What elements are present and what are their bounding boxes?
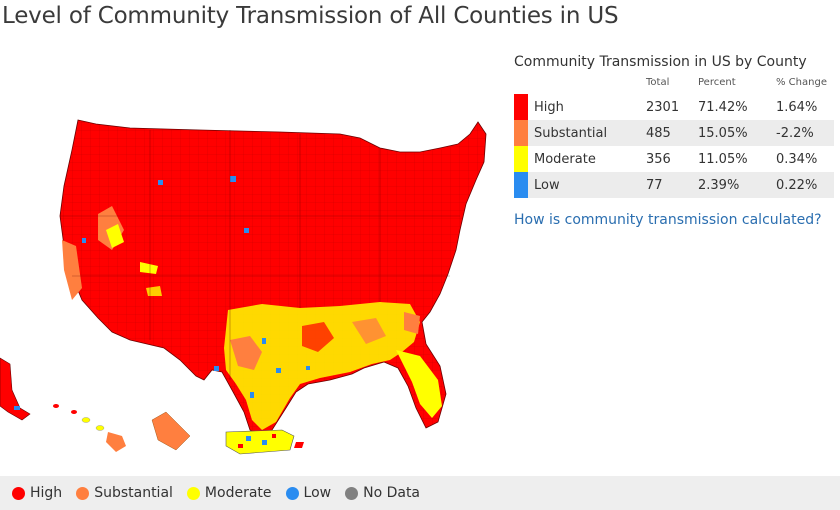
row-percent: 11.05% [698, 151, 748, 167]
legend-item-no-data[interactable]: No Data [345, 485, 420, 501]
table-row-low: Low 77 2.39% 0.22% [514, 172, 834, 198]
alaska[interactable] [0, 357, 31, 421]
no-data-dot-icon [345, 486, 359, 500]
substantial-dot-icon [76, 486, 90, 500]
moderate-swatch [514, 146, 528, 172]
table-row-high: High 2301 71.42% 1.64% [514, 94, 834, 120]
high-dot-icon [12, 486, 25, 500]
row-level: Moderate [534, 151, 596, 167]
legend-item-low[interactable]: Low [285, 485, 332, 501]
header-change: % Change [776, 76, 827, 88]
transmission-summary-panel: Community Transmission in US by County T… [514, 54, 840, 228]
moderate-dot-icon [186, 486, 200, 500]
row-percent: 71.42% [698, 99, 748, 115]
legend-item-high[interactable]: High [12, 485, 62, 501]
calculation-info-link[interactable]: How is community transmission calculated… [514, 212, 822, 228]
row-total: 356 [646, 151, 671, 167]
low-swatch [514, 172, 528, 198]
row-total: 77 [646, 172, 698, 198]
legend-label: No Data [363, 485, 421, 501]
header-percent: Percent [698, 76, 736, 88]
map-legend: High Substantial Moderate Low No Data [0, 476, 840, 510]
hawaii[interactable] [53, 404, 126, 452]
panel-title: Community Transmission in US by County [514, 54, 807, 70]
low-dot-icon [285, 486, 299, 500]
puerto-rico[interactable] [225, 429, 295, 455]
transmission-table: Total Percent % Change High 2301 71.42% … [514, 76, 834, 198]
row-level: Low [528, 172, 646, 198]
row-change: 0.22% [776, 172, 834, 198]
table-row-substantial: Substantial 485 15.05% -2.2% [514, 120, 834, 146]
legend-label: Substantial [94, 485, 173, 501]
row-change: -2.2% [776, 120, 834, 146]
high-swatch [514, 94, 528, 120]
us-county-map[interactable] [0, 90, 500, 462]
page-title: Level of Community Transmission of All C… [2, 3, 619, 29]
legend-item-moderate[interactable]: Moderate [186, 485, 272, 501]
row-percent: 2.39% [698, 172, 776, 198]
table-row-moderate: Moderate 356 11.05% 0.34% [514, 146, 834, 172]
header-total: Total [646, 76, 670, 88]
row-level: High [534, 99, 564, 115]
legend-label: Moderate [204, 485, 272, 501]
row-change: 1.64% [776, 99, 818, 115]
row-percent: 15.05% [698, 120, 776, 146]
row-total: 485 [646, 120, 698, 146]
row-level: Substantial [528, 120, 646, 146]
row-change: 0.34% [776, 151, 818, 167]
territory[interactable] [151, 411, 191, 451]
row-total: 2301 [646, 99, 680, 115]
legend-item-substantial[interactable]: Substantial [76, 485, 173, 501]
legend-label: High [30, 485, 63, 501]
legend-label: Low [303, 485, 332, 501]
substantial-swatch [514, 120, 528, 146]
